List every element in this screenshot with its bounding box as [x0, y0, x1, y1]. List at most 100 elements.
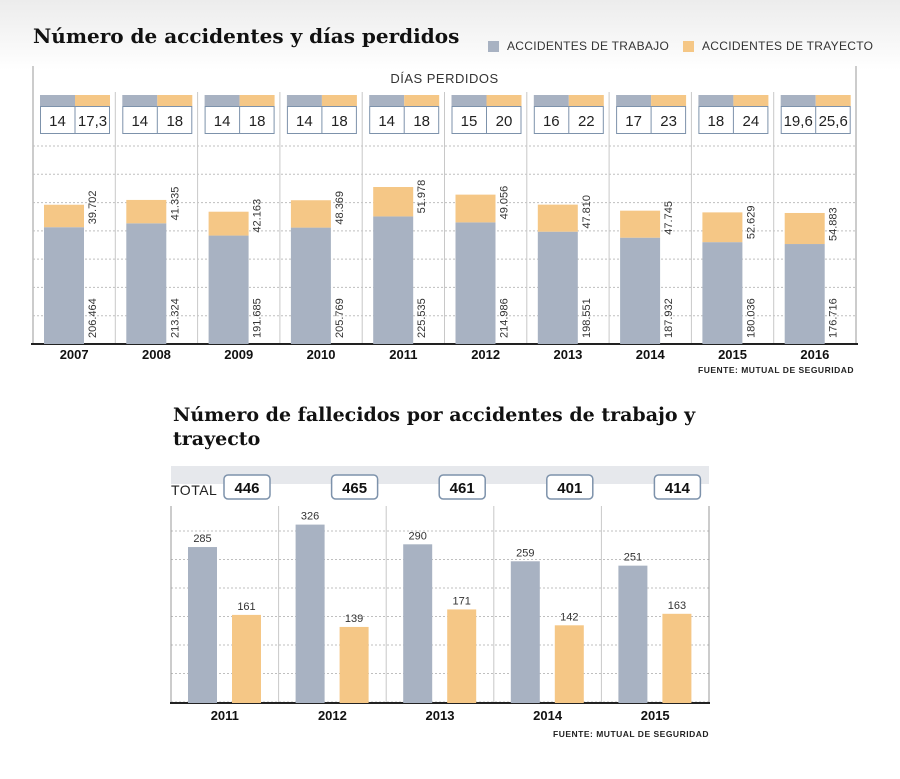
bar-fallecidos-trayecto: [447, 609, 477, 703]
dias-value-trabajo: 18: [708, 113, 725, 130]
dias-value-trayecto: 18: [166, 113, 183, 130]
year-tick-label: 2009: [224, 347, 253, 362]
bar-fallecidos-trabajo: [618, 565, 648, 703]
value-label-trabajo: 191.685: [252, 298, 264, 338]
value-label-trayecto: 39.702: [87, 191, 99, 225]
bar-accidentes-trayecto: [537, 204, 578, 232]
dias-strip-trayecto: [733, 95, 769, 106]
bar-accidentes-trabajo: [373, 216, 414, 344]
year-tick-label: 2015: [718, 347, 747, 362]
dias-value-trabajo: 14: [49, 113, 66, 130]
value-label-trayecto: 171: [453, 595, 471, 607]
chart1-source: FUENTE: MUTUAL DE SEGURIDAD: [698, 365, 854, 375]
dias-value-trabajo: 14: [296, 113, 313, 130]
bar-fallecidos-trayecto: [232, 614, 261, 703]
dias-value-trayecto: 18: [331, 113, 348, 130]
dias-strip-trabajo: [616, 95, 652, 106]
value-label-trayecto: 54.883: [828, 207, 840, 241]
total-value: 461: [450, 480, 475, 497]
dias-strip-trabajo: [286, 95, 322, 106]
total-box: [330, 474, 379, 500]
dias-value-trayecto: 18: [249, 113, 266, 130]
dias-value-trabajo: 14: [378, 113, 395, 130]
header-band: [0, 0, 900, 70]
value-label-trayecto: 139: [345, 613, 363, 625]
dias-strip-trabajo: [122, 95, 158, 106]
bar-fallecidos-trayecto: [554, 625, 584, 703]
year-tick-label: 2015: [641, 708, 670, 723]
year-tick-label: 2013: [553, 347, 582, 362]
year-tick-label: 2008: [142, 347, 171, 362]
dias-perdidos-header: DÍAS PERDIDOS: [390, 71, 498, 86]
legend-label-trabajo: ACCIDENTES DE TRABAJO: [507, 39, 670, 53]
bar-accidentes-trabajo: [44, 227, 84, 344]
bar-fallecidos-trabajo: [188, 547, 217, 703]
year-tick-label: 2011: [389, 347, 417, 362]
dias-value-trabajo: 15: [461, 113, 478, 130]
total-value: 465: [342, 480, 367, 497]
legend-label-trayecto: ACCIDENTES DE TRAYECTO: [702, 39, 874, 53]
value-label-trabajo: 205.769: [334, 298, 346, 338]
bar-accidentes-trayecto: [702, 212, 743, 243]
dias-strip-trayecto: [157, 95, 193, 106]
dias-strip-trabajo: [780, 95, 816, 106]
value-label-trayecto: 48.369: [334, 191, 346, 225]
total-box: [223, 474, 271, 500]
year-tick-label: 2007: [60, 347, 89, 362]
dias-strip-trabajo: [533, 95, 569, 106]
value-label-trayecto: 163: [668, 600, 686, 612]
bar-accidentes-trabajo: [290, 227, 331, 344]
year-tick-label: 2012: [318, 708, 347, 723]
year-tick-label: 2010: [307, 347, 336, 362]
bar-accidentes-trayecto: [373, 187, 414, 217]
bar-fallecidos-trayecto: [339, 626, 369, 703]
value-label-trayecto: 47.745: [663, 201, 675, 235]
bar-accidentes-trayecto: [455, 194, 496, 223]
dias-value-trayecto: 20: [496, 113, 513, 130]
dias-value-trayecto: 18: [413, 113, 430, 130]
value-label-trabajo: 198.551: [581, 298, 593, 338]
dias-value-trabajo: 14: [214, 113, 231, 130]
dias-strip-trayecto: [404, 95, 440, 106]
bar-accidentes-trabajo: [208, 235, 249, 344]
dias-strip-trabajo: [40, 95, 75, 106]
value-label-trayecto: 161: [237, 601, 255, 613]
bar-fallecidos-trabajo: [295, 524, 325, 703]
bar-accidentes-trayecto: [44, 204, 84, 228]
dias-strip-trayecto: [75, 95, 110, 106]
dias-value-trabajo: 14: [131, 113, 148, 130]
value-label-trabajo: 187.932: [663, 298, 675, 338]
value-label-trabajo: 251: [624, 552, 642, 564]
value-label-trabajo: 206.464: [87, 298, 99, 338]
value-label-trabajo: 290: [409, 530, 427, 542]
bar-accidentes-trabajo: [126, 223, 167, 344]
dias-value-trayecto: 25,6: [819, 113, 848, 130]
value-label-trayecto: 52.629: [745, 205, 757, 239]
dias-strip-trayecto: [651, 95, 687, 106]
bar-accidentes-trayecto: [784, 212, 825, 245]
value-label-trabajo: 259: [516, 547, 534, 559]
total-value: 401: [557, 480, 582, 497]
bar-fallecidos-trayecto: [662, 613, 692, 703]
value-label-trayecto: 41.335: [169, 187, 181, 221]
dias-strip-trayecto: [239, 95, 275, 106]
value-label-trabajo: 285: [193, 533, 211, 545]
value-label-trabajo: 326: [301, 511, 319, 523]
value-label-trayecto: 142: [560, 611, 578, 623]
value-label-trabajo: 176.716: [828, 298, 840, 338]
bar-fallecidos-trabajo: [403, 544, 433, 703]
chart1-title: Número de accidentes y días perdidos: [33, 24, 460, 48]
legend-swatch-trayecto: [683, 40, 694, 52]
year-tick-label: 2013: [426, 708, 455, 723]
dias-strip-trabajo: [204, 95, 240, 106]
bar-accidentes-trabajo: [784, 244, 825, 344]
accidents-chart: DÍAS PERDIDOS 14 17,3 206.464 39.702 2007 14 18…: [31, 66, 858, 362]
bar-accidentes-trabajo: [620, 237, 661, 344]
legend-item-trabajo: ACCIDENTES DE TRABAJO: [488, 38, 669, 54]
bar-accidentes-trayecto: [126, 199, 167, 224]
legend-swatch-trabajo: [488, 40, 499, 52]
total-value: 414: [665, 480, 691, 497]
chart2-title: Número de fallecidos por accidentes de t…: [173, 404, 696, 450]
chart2-source: FUENTE: MUTUAL DE SEGURIDAD: [553, 729, 709, 739]
